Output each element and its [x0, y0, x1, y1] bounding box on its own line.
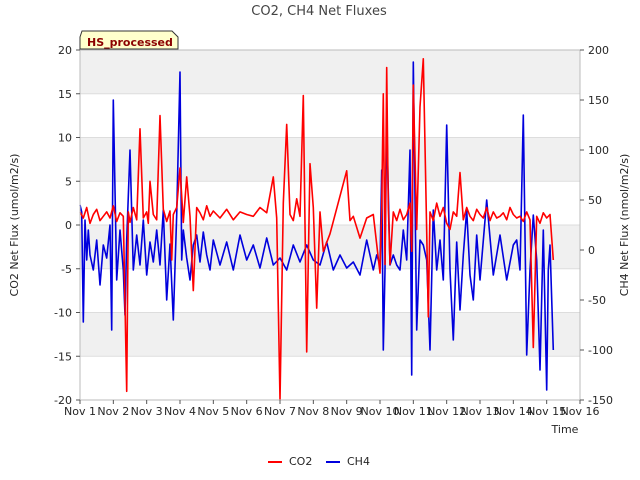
- y-right-tick-label: -100: [588, 344, 613, 357]
- y-right-tick-label: 100: [588, 144, 609, 157]
- y-right-tick-label: -50: [588, 294, 606, 307]
- x-tick-label: Nov 13: [461, 405, 500, 418]
- y-left-tick-label: -5: [61, 263, 72, 276]
- badge-shape: [79, 30, 179, 50]
- x-tick-label: Nov 6: [231, 405, 263, 418]
- x-tick-label: Nov 1: [64, 405, 96, 418]
- y-left-tick-label: 0: [65, 219, 72, 232]
- y-left-tick-label: 5: [65, 175, 72, 188]
- y-right-tick-label: -150: [588, 394, 613, 407]
- y-left-tick-label: 20: [58, 44, 72, 57]
- x-tick-label: Nov 3: [131, 405, 163, 418]
- y-left-tick-label: -10: [54, 307, 72, 320]
- y-axis-left: -20 -15 -10 -5 0 5 10 15 20: [54, 44, 80, 407]
- y-right-tick-label: 200: [588, 44, 609, 57]
- plot-band: [80, 50, 580, 94]
- x-tick-label: Nov 12: [427, 405, 466, 418]
- series-line-ch4: [79, 61, 555, 391]
- x-tick-label: Nov 5: [197, 405, 229, 418]
- x-axis: Nov 1 Nov 2 Nov 3 Nov 4 Nov 5 Nov 6 Nov 7 Nov 8…: [64, 400, 599, 418]
- x-axis-title: Time: [551, 423, 579, 436]
- series-layer: [79, 57, 555, 401]
- legend: CO2 CH4: [268, 455, 370, 468]
- x-tick-label: Nov 14: [494, 405, 533, 418]
- y-left-tick-label: -20: [54, 394, 72, 407]
- plot-band: [80, 137, 580, 182]
- y-axis-right: -150 -100 -50 0 50 100 150 200: [580, 44, 613, 407]
- y-axis-left-title: CO2 Net Flux (umol/m2/s): [8, 154, 21, 297]
- y-right-tick-label: 50: [588, 194, 602, 207]
- plot-band: [80, 312, 580, 357]
- x-tick-label: Nov 7: [264, 405, 296, 418]
- legend-ch4-label: CH4: [347, 455, 370, 468]
- x-tick-label: Nov 9: [331, 405, 363, 418]
- x-tick-label: Nov 15: [527, 405, 566, 418]
- legend-co2-label: CO2: [289, 455, 312, 468]
- x-tick-label: Nov 4: [164, 405, 196, 418]
- badge-label: HS_processed: [87, 36, 173, 49]
- x-tick-label: Nov 2: [97, 405, 129, 418]
- chart-title: CO2, CH4 Net Fluxes: [251, 4, 387, 19]
- y-axis-right-title: CH4 Net Flux (nmol/m2/s): [618, 154, 631, 297]
- x-tick-label: Nov 11: [394, 405, 433, 418]
- plot-bands: [80, 50, 580, 357]
- y-right-tick-label: 150: [588, 94, 609, 107]
- hs-processed-badge: HS_processed: [79, 30, 179, 50]
- y-right-tick-label: 0: [588, 244, 595, 257]
- series-line-co2: [79, 57, 555, 401]
- y-left-tick-label: 10: [58, 132, 72, 145]
- x-tick-label: Nov 10: [361, 405, 400, 418]
- y-left-tick-label: 15: [58, 88, 72, 101]
- x-tick-label: Nov 16: [561, 405, 600, 418]
- x-tick-label: Nov 8: [297, 405, 329, 418]
- y-left-tick-label: -15: [54, 350, 72, 363]
